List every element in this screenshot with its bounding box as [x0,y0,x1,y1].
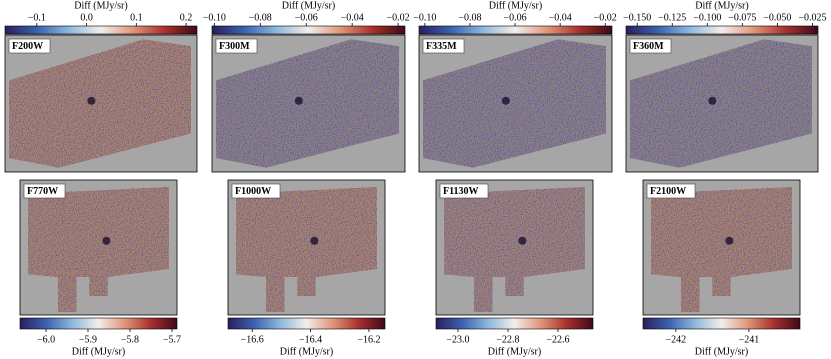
source-mask [501,96,510,105]
image-footprint [650,186,793,313]
tick-label: −16.6 [241,334,264,345]
colorbar [625,25,819,35]
tick-label: −5.8 [121,334,139,345]
source-mask [310,236,319,245]
label-box [215,38,258,54]
source-mask [87,96,96,105]
colorbar-label: Diff (MJy/sr) [72,346,125,357]
tick-label: −0.075 [728,12,756,23]
tick-label: 0.1 [130,12,143,23]
source-mask [725,236,734,245]
colorbar-label: Diff (MJy/sr) [695,346,748,357]
tick-label: −22.6 [546,334,569,345]
tick-label: −5.9 [79,334,97,345]
label-box [646,183,696,199]
tick-label: −0.06 [503,12,526,23]
panel: F770W −6.0 −5.9 −5.8 −5.7 Diff (MJy/sr) [19,179,181,357]
tick-label: −22.8 [496,334,519,345]
image-footprint [8,39,192,168]
tick-label: −0.150 [623,12,651,23]
tick-label: −5.7 [163,334,181,345]
colorbar [418,25,613,35]
colorbar [435,317,594,330]
colorbar [4,25,198,35]
source-mask [102,236,111,245]
tick-label: −0.1 [28,12,46,23]
tick-label: −16.2 [357,334,380,345]
panel: F1000W −16.6 −16.4 −16.2 Diff (MJy/sr) [227,179,386,357]
tick-label: −0.050 [763,12,791,23]
tick-label: 0.2 [180,12,193,23]
panel-label: F770W [27,186,58,197]
tick-label: −0.08 [458,12,481,23]
label-box [231,183,281,199]
panel-label: F300M [219,41,250,52]
image-footprint [422,39,607,168]
colorbar-label: Diff (MJy/sr) [280,346,333,357]
label-box [422,38,465,54]
colorbar [227,317,386,330]
panel: F335M −0.10 −0.08 −0.06 −0.04 −0.02 Diff (MJy/… [413,0,617,173]
colorbar-label: Diff (MJy/sr) [695,0,748,11]
tick-label: −0.04 [341,12,364,23]
panel-label: F335M [426,41,457,52]
label-box [8,38,51,54]
tick-label: −0.100 [693,12,721,23]
image-footprint [235,186,378,313]
colorbar [642,317,801,330]
image-footprint [443,186,586,313]
panel-label: F360M [633,41,664,52]
image-footprint [629,39,813,168]
tick-label: −16.4 [299,334,322,345]
tick-label: 0.0 [80,12,93,23]
panel: F1130W −23.0 −22.8 −22.6 Diff (MJy/sr) [435,179,594,357]
panel: F200W −0.1 0.0 0.1 0.2 Diff (MJy/sr) [4,0,198,173]
panel-label: F2100W [650,186,686,197]
colorbar-label: Diff (MJy/sr) [488,346,541,357]
panel: F300M −0.10 −0.08 −0.06 −0.04 −0.02 Diff (MJy/… [203,0,410,173]
label-box [439,183,489,199]
image-footprint [27,186,170,313]
source-mask [294,96,303,105]
colorbar-label: Diff (MJy/sr) [282,0,335,11]
tick-label: −23.0 [446,334,469,345]
tick-label: −0.04 [549,12,572,23]
panel-label: F200W [12,41,43,52]
tick-label: −6.0 [37,334,55,345]
tick-label: −0.08 [249,12,272,23]
tick-label: −0.02 [387,12,410,23]
source-mask [708,96,717,105]
tick-label: −241 [739,334,760,345]
panel-label: F1130W [443,186,479,197]
tick-label: −0.02 [594,12,617,23]
tick-label: −0.125 [658,12,686,23]
tick-label: −0.10 [413,12,436,23]
source-mask [518,236,527,245]
label-box [23,183,66,199]
panel: F360M −0.150 −0.125 −0.100 −0.075 −0.050 −0.02… [623,0,826,173]
colorbar [211,25,406,35]
colorbar [19,317,178,330]
tick-label: −0.06 [295,12,318,23]
colorbar-label: Diff (MJy/sr) [489,0,542,11]
image-footprint [215,39,400,168]
tick-label: −242 [666,334,687,345]
panel-label: F1000W [235,186,271,197]
tick-label: −0.10 [203,12,226,23]
colorbar-label: Diff (MJy/sr) [74,0,127,11]
tick-label: −0.025 [798,12,826,23]
label-box [629,38,672,54]
